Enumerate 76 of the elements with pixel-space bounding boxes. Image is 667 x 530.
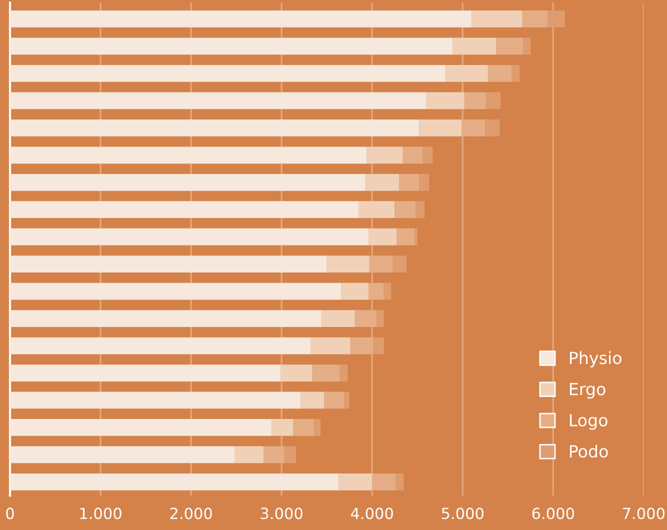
legend-label: Podo	[570, 444, 608, 458]
bar	[426, 92, 464, 110]
bar	[419, 119, 462, 136]
bar	[10, 446, 234, 464]
bar	[341, 282, 368, 300]
bar	[416, 201, 425, 218]
bar	[340, 364, 348, 382]
bar	[376, 310, 384, 327]
x-tick-label: 5.000	[442, 508, 484, 520]
bar	[10, 364, 281, 382]
bar	[10, 201, 359, 218]
x-tick-label: 2.000	[170, 508, 212, 520]
bar	[300, 392, 324, 409]
bar	[366, 174, 400, 191]
bar	[314, 419, 320, 436]
bar	[368, 228, 397, 246]
bar	[399, 174, 420, 191]
x-tick-label: 0	[6, 508, 14, 520]
bar	[310, 337, 350, 354]
bar	[396, 473, 404, 490]
bar	[452, 38, 496, 55]
bar	[10, 282, 342, 300]
bar	[445, 65, 488, 82]
bar	[10, 310, 322, 327]
bar	[402, 146, 423, 164]
bar	[488, 65, 512, 82]
bar	[10, 256, 327, 273]
bar	[384, 282, 392, 300]
bar	[422, 146, 433, 164]
bar	[312, 364, 340, 382]
bar	[10, 92, 426, 110]
bar	[485, 119, 500, 136]
bar	[234, 446, 264, 464]
bar	[10, 337, 311, 354]
bar	[10, 392, 301, 409]
bar	[10, 65, 446, 82]
bar	[10, 146, 367, 164]
bar	[523, 38, 531, 55]
bar	[344, 392, 350, 409]
bar	[284, 446, 296, 464]
bar	[10, 119, 420, 136]
bar	[366, 146, 403, 164]
bar	[486, 92, 501, 110]
bar	[10, 419, 272, 436]
bar	[472, 10, 522, 28]
bar	[394, 201, 416, 218]
bar	[496, 38, 524, 55]
bar	[280, 364, 312, 382]
bar	[321, 310, 355, 327]
bar	[511, 65, 520, 82]
bar	[419, 174, 430, 191]
bar	[10, 38, 453, 55]
bar	[392, 256, 406, 273]
bar	[326, 256, 370, 273]
x-tick-label: 6.000	[532, 508, 574, 520]
legend-label: Physio	[570, 351, 622, 368]
bar	[324, 392, 344, 409]
bar	[10, 473, 339, 490]
bar	[372, 337, 384, 354]
bar	[272, 419, 294, 436]
bar	[10, 228, 368, 246]
bar	[338, 473, 372, 490]
x-tick-label: 3.000	[260, 508, 302, 520]
legend-label: Logo	[570, 414, 608, 430]
x-tick-label: 4.000	[350, 508, 393, 520]
bar	[522, 10, 548, 28]
bar	[10, 174, 366, 191]
bar	[293, 419, 314, 436]
bar	[464, 92, 486, 110]
x-tick-label: 1.000	[80, 508, 122, 520]
x-tick-label: 7.000	[623, 508, 665, 520]
legend-label: Ergo	[570, 382, 606, 399]
bar	[358, 201, 395, 218]
bar	[396, 228, 415, 246]
bar	[414, 228, 418, 246]
bar	[10, 10, 472, 28]
